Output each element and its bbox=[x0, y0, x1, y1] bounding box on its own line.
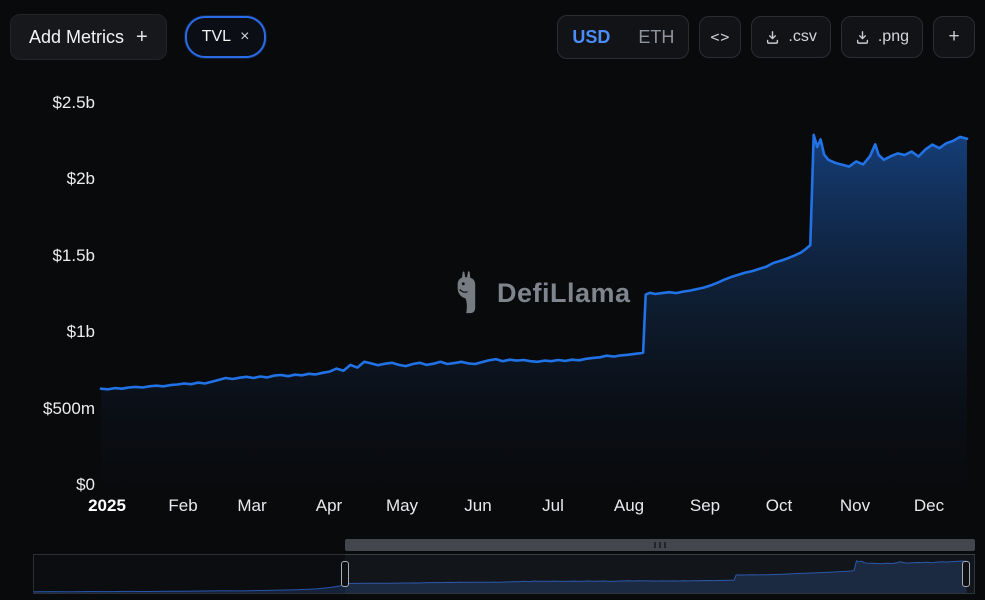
metric-pill-tvl[interactable]: TVL × bbox=[184, 16, 267, 58]
navigator-area-fill bbox=[34, 560, 967, 593]
x-axis-label: Jun bbox=[464, 496, 492, 515]
x-axis-label: Jul bbox=[542, 496, 564, 515]
y-axis-label: $1b bbox=[66, 322, 95, 341]
y-axis-label: $2b bbox=[66, 169, 95, 188]
download-png-button[interactable]: .png bbox=[840, 16, 923, 58]
scrollbar-grip-icon bbox=[659, 542, 661, 548]
metric-pill-label: TVL bbox=[201, 28, 232, 45]
download-icon bbox=[856, 30, 868, 44]
currency-toggle: USD ETH bbox=[557, 15, 690, 59]
defillama-llama-icon bbox=[457, 271, 476, 314]
y-axis-label: $2.5b bbox=[52, 93, 95, 112]
download-csv-button[interactable]: .csv bbox=[751, 16, 831, 58]
x-axis-label: Oct bbox=[765, 496, 793, 515]
x-axis-label: Feb bbox=[168, 496, 198, 515]
add-metrics-button[interactable]: Add Metrics + bbox=[10, 14, 167, 60]
close-icon[interactable]: × bbox=[240, 28, 250, 45]
code-icon: <> bbox=[710, 28, 731, 46]
navigator-line bbox=[33, 560, 967, 593]
watermark-text: DefiLlama bbox=[497, 277, 631, 308]
plus-icon: + bbox=[948, 26, 960, 47]
add-chart-button[interactable]: + bbox=[933, 16, 975, 58]
x-axis-label: Sep bbox=[689, 496, 721, 515]
csv-button-label: .csv bbox=[788, 28, 817, 45]
navigator-scrollbar[interactable] bbox=[345, 539, 975, 551]
plus-icon: + bbox=[136, 25, 148, 48]
png-button-label: .png bbox=[877, 28, 909, 45]
x-axis-label: 2025 bbox=[88, 496, 126, 515]
scrollbar-grip-icon bbox=[654, 542, 656, 548]
tvl-area-fill bbox=[101, 134, 967, 486]
embed-button[interactable]: <> bbox=[699, 16, 742, 58]
tvl-line bbox=[99, 133, 969, 391]
currency-option-usd[interactable]: USD bbox=[572, 27, 611, 47]
x-axis-label: Dec bbox=[913, 496, 945, 515]
scrollbar-grip-icon bbox=[664, 542, 666, 548]
y-axis-label: $1.5b bbox=[52, 246, 95, 265]
toolbar: Add Metrics + TVL × USD ETH <> .csv bbox=[10, 14, 975, 60]
download-icon bbox=[767, 30, 779, 44]
toolbar-right-group: USD ETH <> .csv .png + bbox=[557, 15, 975, 59]
tvl-area-chart[interactable] bbox=[95, 88, 975, 488]
defillama-watermark: DefiLlama bbox=[447, 270, 631, 316]
navigator-mini-chart bbox=[33, 560, 967, 593]
x-axis-label: Aug bbox=[613, 496, 645, 515]
add-metrics-label: Add Metrics bbox=[29, 26, 125, 47]
y-axis-label: $500m bbox=[43, 399, 95, 418]
x-axis-label: Nov bbox=[839, 496, 871, 515]
y-axis-label: $0 bbox=[76, 475, 95, 494]
toolbar-left-group: Add Metrics + TVL × bbox=[10, 14, 267, 60]
x-axis-label: Mar bbox=[237, 496, 267, 515]
currency-option-eth[interactable]: ETH bbox=[638, 27, 675, 47]
x-axis-label: May bbox=[385, 496, 419, 515]
x-axis-label: Apr bbox=[315, 496, 343, 515]
navigator-right-handle[interactable] bbox=[962, 561, 970, 587]
navigator-left-handle[interactable] bbox=[341, 561, 349, 587]
navigator-selected-range[interactable] bbox=[345, 554, 975, 594]
